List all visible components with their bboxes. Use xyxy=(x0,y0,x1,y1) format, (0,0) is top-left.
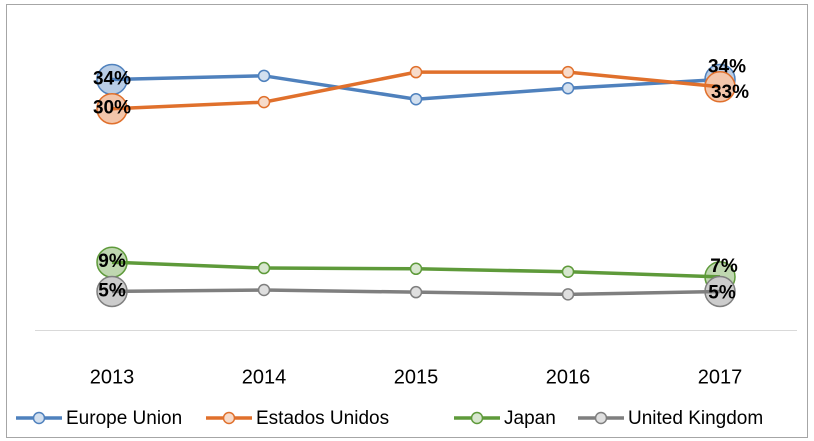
data-label: 9% xyxy=(98,251,126,272)
legend-label: Estados Unidos xyxy=(256,408,389,429)
data-label: 5% xyxy=(98,280,126,301)
x-tick-label: 2016 xyxy=(546,366,591,388)
x-tick-label: 2014 xyxy=(242,366,287,388)
data-label: 34% xyxy=(93,68,131,89)
marker xyxy=(257,69,271,83)
data-label: 30% xyxy=(93,98,131,119)
legend-marker xyxy=(32,411,46,425)
marker xyxy=(409,262,423,276)
data-label: 33% xyxy=(711,82,749,103)
legend-marker xyxy=(222,411,236,425)
marker xyxy=(257,283,271,297)
marker xyxy=(409,92,423,106)
data-label: 5% xyxy=(708,282,736,303)
marker xyxy=(561,265,575,278)
legend-label: Japan xyxy=(504,408,556,429)
marker xyxy=(561,81,575,95)
legend-marker xyxy=(594,411,608,425)
marker xyxy=(409,285,423,299)
legend-label: Europe Union xyxy=(66,408,182,429)
legend-label: United Kingdom xyxy=(628,408,763,429)
marker xyxy=(257,261,271,275)
legend-marker xyxy=(470,411,484,425)
x-tick-label: 2015 xyxy=(394,366,439,388)
marker xyxy=(257,95,271,109)
x-tick-label: 2017 xyxy=(698,366,743,388)
marker xyxy=(561,288,575,301)
frame xyxy=(6,4,808,438)
marker xyxy=(561,65,575,79)
marker xyxy=(409,65,423,79)
x-tick-label: 2013 xyxy=(90,366,135,388)
data-label: 7% xyxy=(710,256,738,277)
